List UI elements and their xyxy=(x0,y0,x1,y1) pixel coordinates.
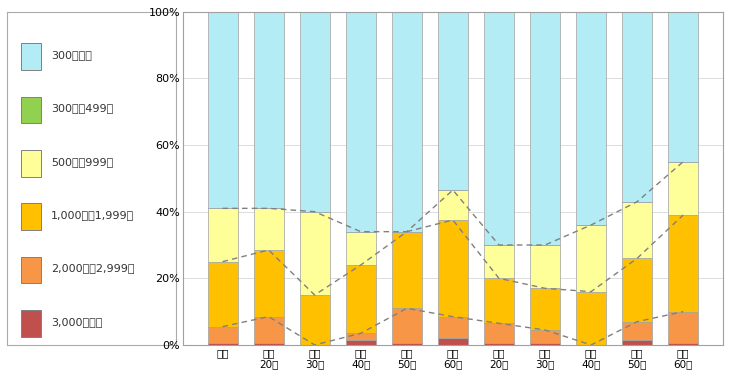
Bar xyxy=(484,278,514,323)
Bar xyxy=(622,258,652,321)
Bar xyxy=(622,340,652,345)
Bar xyxy=(346,12,376,232)
Bar xyxy=(392,232,422,308)
Text: 1,000円～1,999円: 1,000円～1,999円 xyxy=(51,210,134,220)
Bar xyxy=(438,338,468,345)
Bar xyxy=(300,212,330,295)
Bar xyxy=(668,215,698,312)
FancyBboxPatch shape xyxy=(20,203,41,230)
Bar xyxy=(668,12,698,162)
Bar xyxy=(392,343,422,345)
Bar xyxy=(622,201,652,258)
Text: 3,000円以上: 3,000円以上 xyxy=(51,317,102,327)
Bar xyxy=(530,12,560,245)
Bar xyxy=(530,343,560,345)
Bar xyxy=(576,292,606,345)
Bar xyxy=(346,265,376,333)
Bar xyxy=(438,12,468,190)
Text: 300円未満: 300円未満 xyxy=(51,50,92,60)
Bar xyxy=(484,245,514,278)
Bar xyxy=(484,12,514,245)
Bar xyxy=(207,327,237,343)
Bar xyxy=(300,12,330,212)
Bar xyxy=(530,330,560,343)
Bar xyxy=(668,162,698,215)
Bar xyxy=(668,343,698,345)
Bar xyxy=(253,317,283,343)
Bar xyxy=(346,232,376,265)
Bar xyxy=(392,12,422,232)
Bar xyxy=(346,333,376,340)
Bar xyxy=(438,190,468,220)
Bar xyxy=(300,295,330,345)
FancyBboxPatch shape xyxy=(20,257,41,283)
Bar xyxy=(576,225,606,292)
Bar xyxy=(346,340,376,345)
Text: 2,000円～2,999円: 2,000円～2,999円 xyxy=(51,263,134,273)
Bar xyxy=(622,321,652,340)
Text: 300円～499円: 300円～499円 xyxy=(51,103,113,113)
Bar xyxy=(207,262,237,327)
Bar xyxy=(530,289,560,330)
Bar xyxy=(207,209,237,262)
Bar xyxy=(207,12,237,209)
Bar xyxy=(207,343,237,345)
Bar xyxy=(576,12,606,225)
Bar xyxy=(484,323,514,343)
FancyBboxPatch shape xyxy=(20,150,41,177)
FancyBboxPatch shape xyxy=(20,44,41,70)
Bar xyxy=(253,209,283,250)
Bar xyxy=(484,343,514,345)
Bar xyxy=(253,250,283,317)
Bar xyxy=(392,308,422,343)
FancyBboxPatch shape xyxy=(20,310,41,337)
Bar xyxy=(668,312,698,343)
Bar xyxy=(253,343,283,345)
Bar xyxy=(530,245,560,289)
Bar xyxy=(622,12,652,201)
Bar xyxy=(438,220,468,317)
Bar xyxy=(438,317,468,338)
Bar xyxy=(253,12,283,209)
FancyBboxPatch shape xyxy=(20,97,41,123)
Text: 500円～999円: 500円～999円 xyxy=(51,157,113,167)
